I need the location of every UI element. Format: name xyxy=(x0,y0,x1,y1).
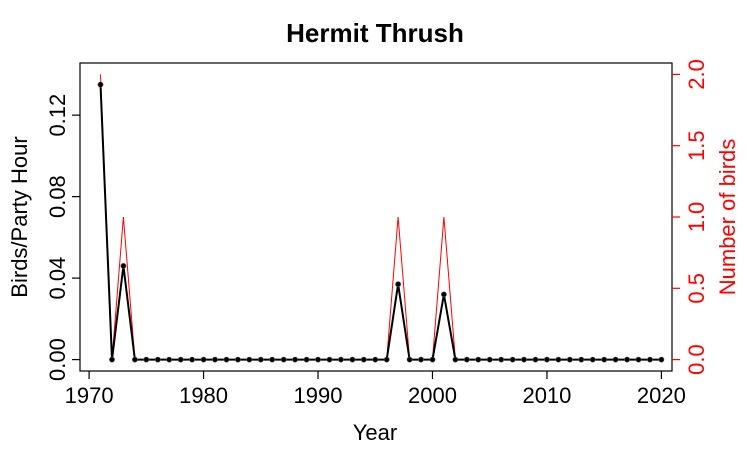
data-point xyxy=(326,356,333,363)
data-point xyxy=(97,81,104,88)
data-point xyxy=(635,356,642,363)
data-point xyxy=(257,356,264,363)
data-point xyxy=(532,356,539,363)
x-tick-label: 1990 xyxy=(294,383,343,408)
data-point xyxy=(601,356,608,363)
data-point xyxy=(578,356,585,363)
data-point xyxy=(360,356,367,363)
data-point xyxy=(383,356,390,363)
data-point xyxy=(452,356,459,363)
data-point xyxy=(406,356,413,363)
x-tick-label: 2020 xyxy=(637,383,686,408)
data-point xyxy=(486,356,493,363)
data-point xyxy=(429,356,436,363)
chart-title: Hermit Thrush xyxy=(286,18,464,48)
data-point xyxy=(521,356,527,363)
y2-axis-label: Number of birds xyxy=(715,139,740,296)
data-point xyxy=(292,356,298,363)
y-tick-label: 0.12 xyxy=(45,94,70,137)
data-point xyxy=(189,356,195,363)
data-point xyxy=(612,356,619,363)
data-point xyxy=(212,356,218,363)
data-point xyxy=(223,356,230,363)
data-point xyxy=(177,356,184,363)
y2-tick-label: 2.0 xyxy=(684,59,709,90)
x-axis: 1970 1980 1990 2000 2010 2020 xyxy=(65,371,686,408)
data-point xyxy=(120,262,127,269)
data-point xyxy=(166,356,173,363)
y2-tick-label: 1.0 xyxy=(684,202,709,233)
y-axis-label: Birds/Party Hour xyxy=(7,136,32,297)
data-point xyxy=(109,356,115,363)
y-tick-label: 0.04 xyxy=(45,257,70,300)
birds-per-party-hour-line xyxy=(99,84,662,361)
data-point xyxy=(509,356,516,363)
y-tick-label: 0.00 xyxy=(45,338,70,381)
data-point xyxy=(303,356,310,363)
data-point xyxy=(269,356,276,363)
y2-tick-label: 0.0 xyxy=(684,344,709,375)
data-point xyxy=(498,356,505,363)
data-point xyxy=(418,356,424,363)
data-point xyxy=(234,356,241,363)
number-of-birds-line xyxy=(100,74,662,361)
data-point xyxy=(566,356,573,363)
data-point xyxy=(463,356,470,363)
x-tick-label: 2000 xyxy=(408,383,457,408)
data-point xyxy=(647,356,653,363)
y-tick-label: 0.08 xyxy=(45,175,70,218)
data-point xyxy=(337,356,344,363)
series-birds-per-party-hour xyxy=(97,81,665,363)
data-point xyxy=(280,356,287,363)
data-point xyxy=(555,356,562,363)
x-tick-label: 1980 xyxy=(179,383,228,408)
x-axis-label: Year xyxy=(353,420,397,445)
data-point xyxy=(395,281,401,288)
data-point xyxy=(246,356,253,363)
plot-frame xyxy=(79,62,673,372)
data-point xyxy=(544,356,550,363)
data-point xyxy=(624,356,630,363)
data-point xyxy=(372,356,379,363)
series-number-of-birds xyxy=(100,74,662,361)
data-point xyxy=(200,356,207,363)
y-axis-left: 0.00 0.04 0.08 0.12 xyxy=(45,94,80,381)
y-axis-right: 0.0 0.5 1.0 1.5 2.0 xyxy=(672,59,709,375)
data-point xyxy=(475,356,482,363)
data-point xyxy=(349,356,356,363)
data-point xyxy=(154,356,161,363)
data-point xyxy=(440,291,447,298)
x-tick-label: 2010 xyxy=(522,383,571,408)
y2-tick-label: 1.5 xyxy=(684,130,709,161)
data-point xyxy=(315,356,321,363)
data-point xyxy=(658,356,665,363)
data-point xyxy=(131,356,138,363)
data-point xyxy=(589,356,596,363)
y2-tick-label: 0.5 xyxy=(684,273,709,304)
x-tick-label: 1970 xyxy=(65,383,114,408)
data-point xyxy=(143,356,150,363)
